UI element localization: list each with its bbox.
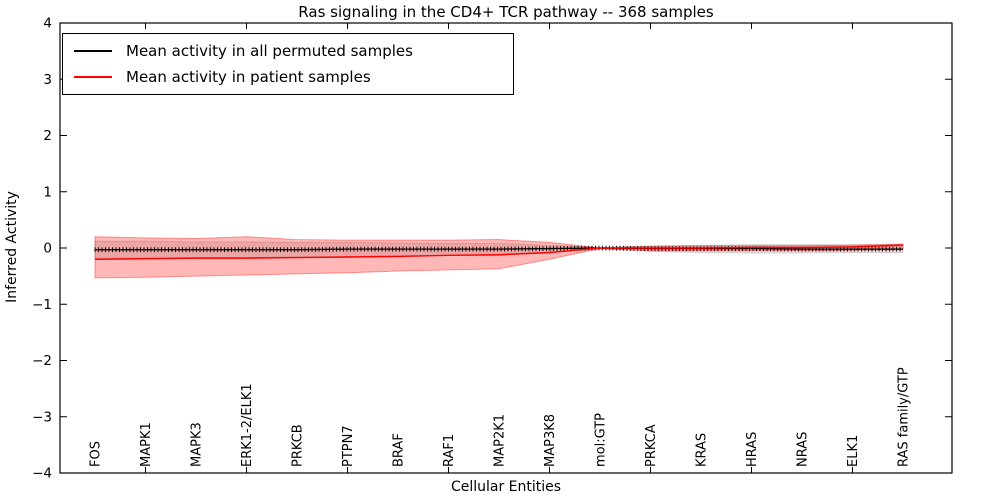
x-tick-label: MAP2K1 bbox=[493, 414, 508, 467]
y-tick-label: −2 bbox=[32, 353, 52, 369]
patient-line-icon bbox=[74, 76, 112, 78]
legend: Mean activity in all permuted samples Me… bbox=[62, 33, 514, 95]
patient-mean-line bbox=[94, 244, 904, 260]
permuted-mean-line bbox=[95, 247, 903, 251]
legend-item-label: Mean activity in all permuted samples bbox=[126, 42, 413, 60]
x-tick-label: mol:GTP bbox=[594, 413, 609, 467]
chart-title: Ras signaling in the CD4+ TCR pathway --… bbox=[298, 3, 714, 21]
legend-item-label: Mean activity in patient samples bbox=[126, 68, 371, 86]
x-axis-label: Cellular Entities bbox=[450, 479, 562, 495]
x-tick-label: PTPN7 bbox=[341, 425, 356, 467]
x-tick-label: BRAF bbox=[392, 433, 407, 467]
x-tick-label: MAP3K8 bbox=[543, 414, 558, 467]
y-axis-label: Inferred Activity bbox=[4, 191, 20, 303]
y-tick-label: 0 bbox=[43, 241, 52, 257]
x-tick-label: PRKCB bbox=[291, 424, 306, 467]
x-tick-marks bbox=[145, 23, 853, 473]
x-tick-label: ELK1 bbox=[846, 435, 861, 467]
y-tick-label: 3 bbox=[43, 72, 52, 88]
y-tick-label: −1 bbox=[32, 297, 52, 313]
y-tick-label: −3 bbox=[32, 409, 52, 425]
x-tick-label: NRAS bbox=[796, 432, 811, 467]
x-tick-label: HRAS bbox=[745, 432, 760, 467]
x-tick-label: MAPK3 bbox=[190, 422, 205, 467]
legend-item: Mean activity in patient samples bbox=[63, 68, 513, 86]
x-tick-label: RAF1 bbox=[442, 434, 457, 467]
patient-band bbox=[94, 236, 904, 279]
y-tick-label: 1 bbox=[43, 184, 52, 200]
x-tick-label: KRAS bbox=[695, 433, 710, 467]
y-tick-label: −4 bbox=[32, 466, 52, 482]
permuted-line-icon bbox=[74, 50, 112, 52]
x-tick-label: ERK1-2/ELK1 bbox=[240, 383, 255, 467]
y-tick-label: 2 bbox=[43, 128, 52, 144]
x-tick-label: PRKCA bbox=[644, 424, 659, 467]
legend-item: Mean activity in all permuted samples bbox=[63, 42, 513, 60]
x-tick-label: MAPK1 bbox=[139, 422, 154, 467]
x-tick-label: RAS family/GTP bbox=[897, 367, 912, 467]
y-tick-label: 4 bbox=[43, 16, 52, 32]
x-tick-label: FOS bbox=[89, 441, 104, 467]
